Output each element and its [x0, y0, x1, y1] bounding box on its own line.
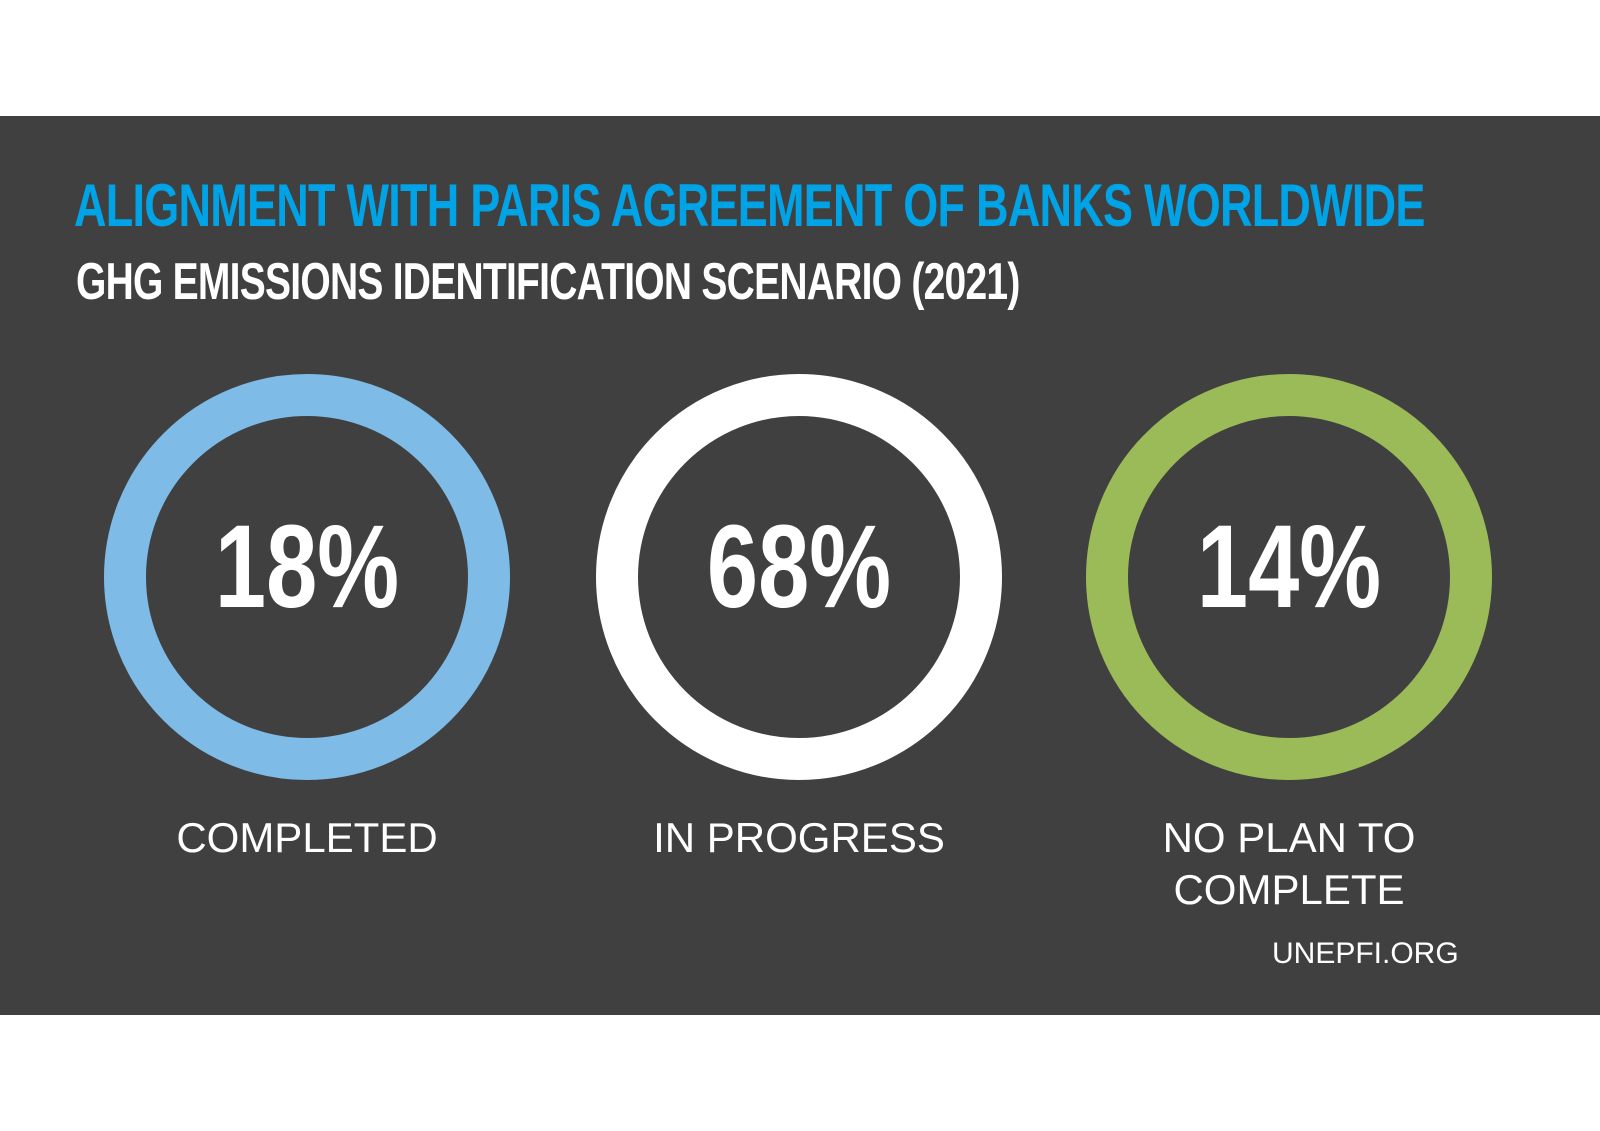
source-credit: UNEPFI.ORG — [1272, 937, 1459, 970]
ring-chart — [104, 374, 1492, 780]
chart-title: ALIGNMENT WITH PARIS AGREEMENT OF BANKS … — [74, 172, 1425, 239]
ring-completed — [104, 374, 510, 780]
ring-label-in-progress: IN PROGRESS — [653, 814, 945, 861]
ring-label-completed: COMPLETED — [176, 814, 438, 861]
ring-value-completed: 18% — [214, 501, 400, 633]
ring-value-in-progress: 68% — [706, 501, 892, 633]
ring-label-no-plan: NO PLAN TO COMPLETE — [1162, 814, 1416, 913]
infographic-panel: ALIGNMENT WITH PARIS AGREEMENT OF BANKS … — [0, 116, 1600, 1015]
ring-no-plan — [1086, 374, 1492, 780]
chart-subtitle: GHG EMISSIONS IDENTIFICATION SCENARIO (2… — [76, 253, 1020, 311]
ring-value-no-plan: 14% — [1196, 501, 1382, 633]
ring-in-progress — [596, 374, 1002, 780]
